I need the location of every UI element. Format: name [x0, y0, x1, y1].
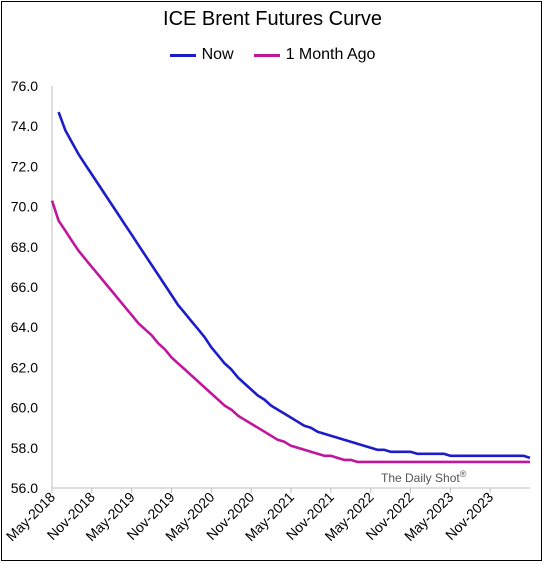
y-tick-label: 68.0	[11, 239, 38, 255]
y-tick-label: 70.0	[11, 199, 38, 215]
y-tick-label: 58.0	[11, 440, 38, 456]
y-tick-label: 72.0	[11, 158, 38, 174]
y-tick-label: 76.0	[11, 78, 38, 94]
y-tick-label: 60.0	[11, 400, 38, 416]
y-tick-label: 74.0	[11, 118, 38, 134]
legend-item-now: Now	[169, 46, 234, 64]
y-tick-label: 64.0	[11, 319, 38, 335]
y-tick-label: 56.0	[11, 480, 38, 496]
legend-swatch-1-month-ago	[253, 53, 280, 57]
y-tick-label: 66.0	[11, 279, 38, 295]
legend-item-1-month-ago: 1 Month Ago	[253, 46, 376, 64]
chart-title: ICE Brent Futures Curve	[163, 8, 382, 30]
legend: Now 1 Month Ago	[0, 46, 545, 64]
y-tick-label: 62.0	[11, 359, 38, 375]
watermark-text: The Daily Shot	[381, 471, 460, 485]
legend-label-now: Now	[201, 46, 234, 63]
series-line-1-month-ago	[50, 200, 530, 464]
legend-swatch-now	[169, 53, 196, 57]
watermark: The Daily Shot®	[381, 469, 467, 485]
legend-label-1-month-ago: 1 Month Ago	[285, 46, 376, 63]
series-line-now	[57, 111, 531, 460]
watermark-mark: ®	[460, 469, 467, 479]
